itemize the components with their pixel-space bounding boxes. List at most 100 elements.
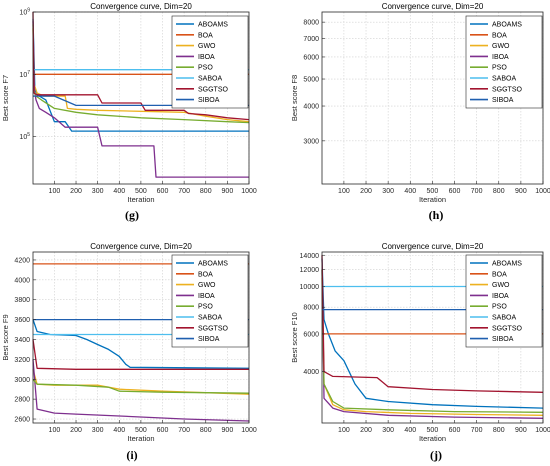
x-tick-label: 200: [70, 188, 82, 195]
legend-label-siboa: SIBOA: [198, 97, 220, 104]
x-tick-label: 600: [449, 427, 461, 434]
legend-label-sggtso: SGGTSO: [198, 325, 229, 332]
legend-label-aboams: ABOAMS: [198, 22, 228, 29]
legend-label-sggtso: SGGTSO: [492, 325, 523, 332]
legend-label-boa: BOA: [492, 271, 507, 278]
x-tick-label: 300: [382, 188, 394, 195]
legend: ABOAMS BOA GWO IBOA PSO SABOA SGGTSO SIBOA: [171, 15, 249, 109]
series-line-iboa: [321, 269, 544, 419]
y-axis-label: Best score F7: [1, 75, 10, 121]
y-tick-label: 2800: [14, 397, 30, 404]
y-tick-label: 4200: [14, 257, 30, 264]
chart-title: Convergence curve, Dim=20: [90, 242, 192, 251]
legend-box: [171, 15, 249, 109]
panel-label-g: (g): [125, 208, 139, 222]
series-line-aboams: [321, 258, 544, 409]
y-tick-label: 4000: [303, 104, 319, 111]
chart-panel-2: 100 200 300 400 500 600 700 800 900 1000 2600 2800 3…: [1, 242, 257, 443]
x-tick-label: 400: [113, 188, 125, 195]
legend-label-siboa: SIBOA: [198, 336, 220, 343]
legend: ABOAMS BOA GWO IBOA PSO SABOA SGGTSO SIBOA: [171, 254, 249, 348]
legend-label-sggtso: SGGTSO: [198, 86, 229, 93]
x-tick-label: 100: [338, 188, 350, 195]
y-tick-label: 3800: [14, 297, 30, 304]
legend-label-gwo: GWO: [198, 282, 216, 289]
x-tick-label: 500: [135, 188, 147, 195]
legend: ABOAMS BOA GWO IBOA PSO SABOA SGGTSO SIBOA: [465, 254, 543, 348]
legend-box: [171, 254, 249, 348]
legend-label-saboa: SABOA: [492, 76, 516, 83]
x-axis-label: Iteration: [127, 195, 154, 204]
y-tick-label: 6000: [303, 54, 319, 61]
y-axis-label: Best score F8: [290, 75, 299, 121]
x-tick-label: 1000: [241, 188, 257, 195]
x-tick-label: 900: [515, 188, 527, 195]
y-tick-label: 107: [19, 70, 30, 79]
y-tick-label: 7000: [303, 36, 319, 43]
legend-label-aboams: ABOAMS: [492, 22, 522, 29]
series-line-iboa: [32, 21, 249, 178]
x-tick-label: 300: [92, 427, 104, 434]
y-tick-label: 3400: [14, 337, 30, 344]
y-tick-label: 3200: [14, 357, 30, 364]
chart-title: Convergence curve, Dim=20: [90, 2, 192, 11]
x-tick-label: 100: [49, 188, 61, 195]
x-tick-label: 500: [427, 427, 439, 434]
series-line-pso: [32, 378, 250, 394]
x-tick-label: 700: [178, 188, 190, 195]
x-tick-label: 900: [515, 427, 527, 434]
y-tick-label: 8000: [303, 20, 319, 27]
x-tick-label: 100: [338, 427, 350, 434]
y-tick-label: 3600: [14, 317, 30, 324]
series-line-gwo: [32, 28, 250, 123]
x-tick-label: 800: [200, 188, 212, 195]
x-tick-label: 500: [135, 427, 147, 434]
x-tick-label: 200: [360, 188, 372, 195]
x-axis-label: Iteration: [127, 434, 154, 443]
legend-label-boa: BOA: [198, 271, 213, 278]
x-tick-label: 1000: [241, 427, 257, 434]
legend-box: [465, 254, 543, 348]
y-tick-label: 109: [19, 8, 30, 17]
legend-label-siboa: SIBOA: [492, 336, 514, 343]
legend-label-sggtso: SGGTSO: [492, 86, 523, 93]
x-tick-label: 400: [113, 427, 125, 434]
legend-label-saboa: SABOA: [198, 315, 222, 322]
x-tick-label: 500: [427, 188, 439, 195]
y-tick-label: 3000: [303, 138, 319, 145]
y-tick-label: 2600: [14, 417, 30, 424]
x-tick-label: 300: [382, 427, 394, 434]
x-tick-label: 200: [70, 427, 82, 434]
x-tick-label: 800: [200, 427, 212, 434]
x-tick-label: 700: [471, 427, 483, 434]
x-tick-label: 400: [404, 188, 416, 195]
y-tick-label: 6000: [303, 331, 319, 338]
chart-title: Convergence curve, Dim=20: [382, 2, 484, 11]
series-line-aboams: [32, 319, 250, 369]
x-axis-label: Iteration: [419, 195, 446, 204]
y-tick-label: 5000: [303, 77, 319, 84]
x-axis-label: Iteration: [419, 434, 446, 443]
x-tick-label: 900: [222, 427, 234, 434]
legend-label-gwo: GWO: [492, 282, 510, 289]
legend-label-iboa: IBOA: [492, 54, 509, 61]
x-tick-label: 100: [49, 427, 61, 434]
series-line-pso: [321, 269, 544, 413]
y-tick-label: 3000: [14, 377, 30, 384]
y-axis-label: Best score F10: [290, 312, 299, 362]
legend-label-siboa: SIBOA: [492, 97, 514, 104]
legend-label-iboa: IBOA: [198, 54, 215, 61]
y-tick-label: 8000: [303, 305, 319, 312]
y-tick-label: 4000: [303, 369, 319, 376]
x-tick-label: 600: [157, 188, 169, 195]
y-tick-label: 10000: [300, 284, 320, 291]
y-tick-label: 4000: [14, 277, 30, 284]
chart-title: Convergence curve, Dim=20: [382, 242, 484, 251]
legend-label-boa: BOA: [492, 32, 507, 39]
y-axis-label: Best score F9: [1, 314, 10, 360]
chart-panel-3: 100 200 300 400 500 600 700 800 900 1000 4000 6000 8…: [290, 242, 550, 443]
chart-panel-0: 100 200 300 400 500 600 700 800 900 1000 105 107 109…: [1, 2, 257, 204]
y-tick-label: 14000: [300, 253, 320, 260]
y-tick-label: 105: [19, 132, 30, 141]
